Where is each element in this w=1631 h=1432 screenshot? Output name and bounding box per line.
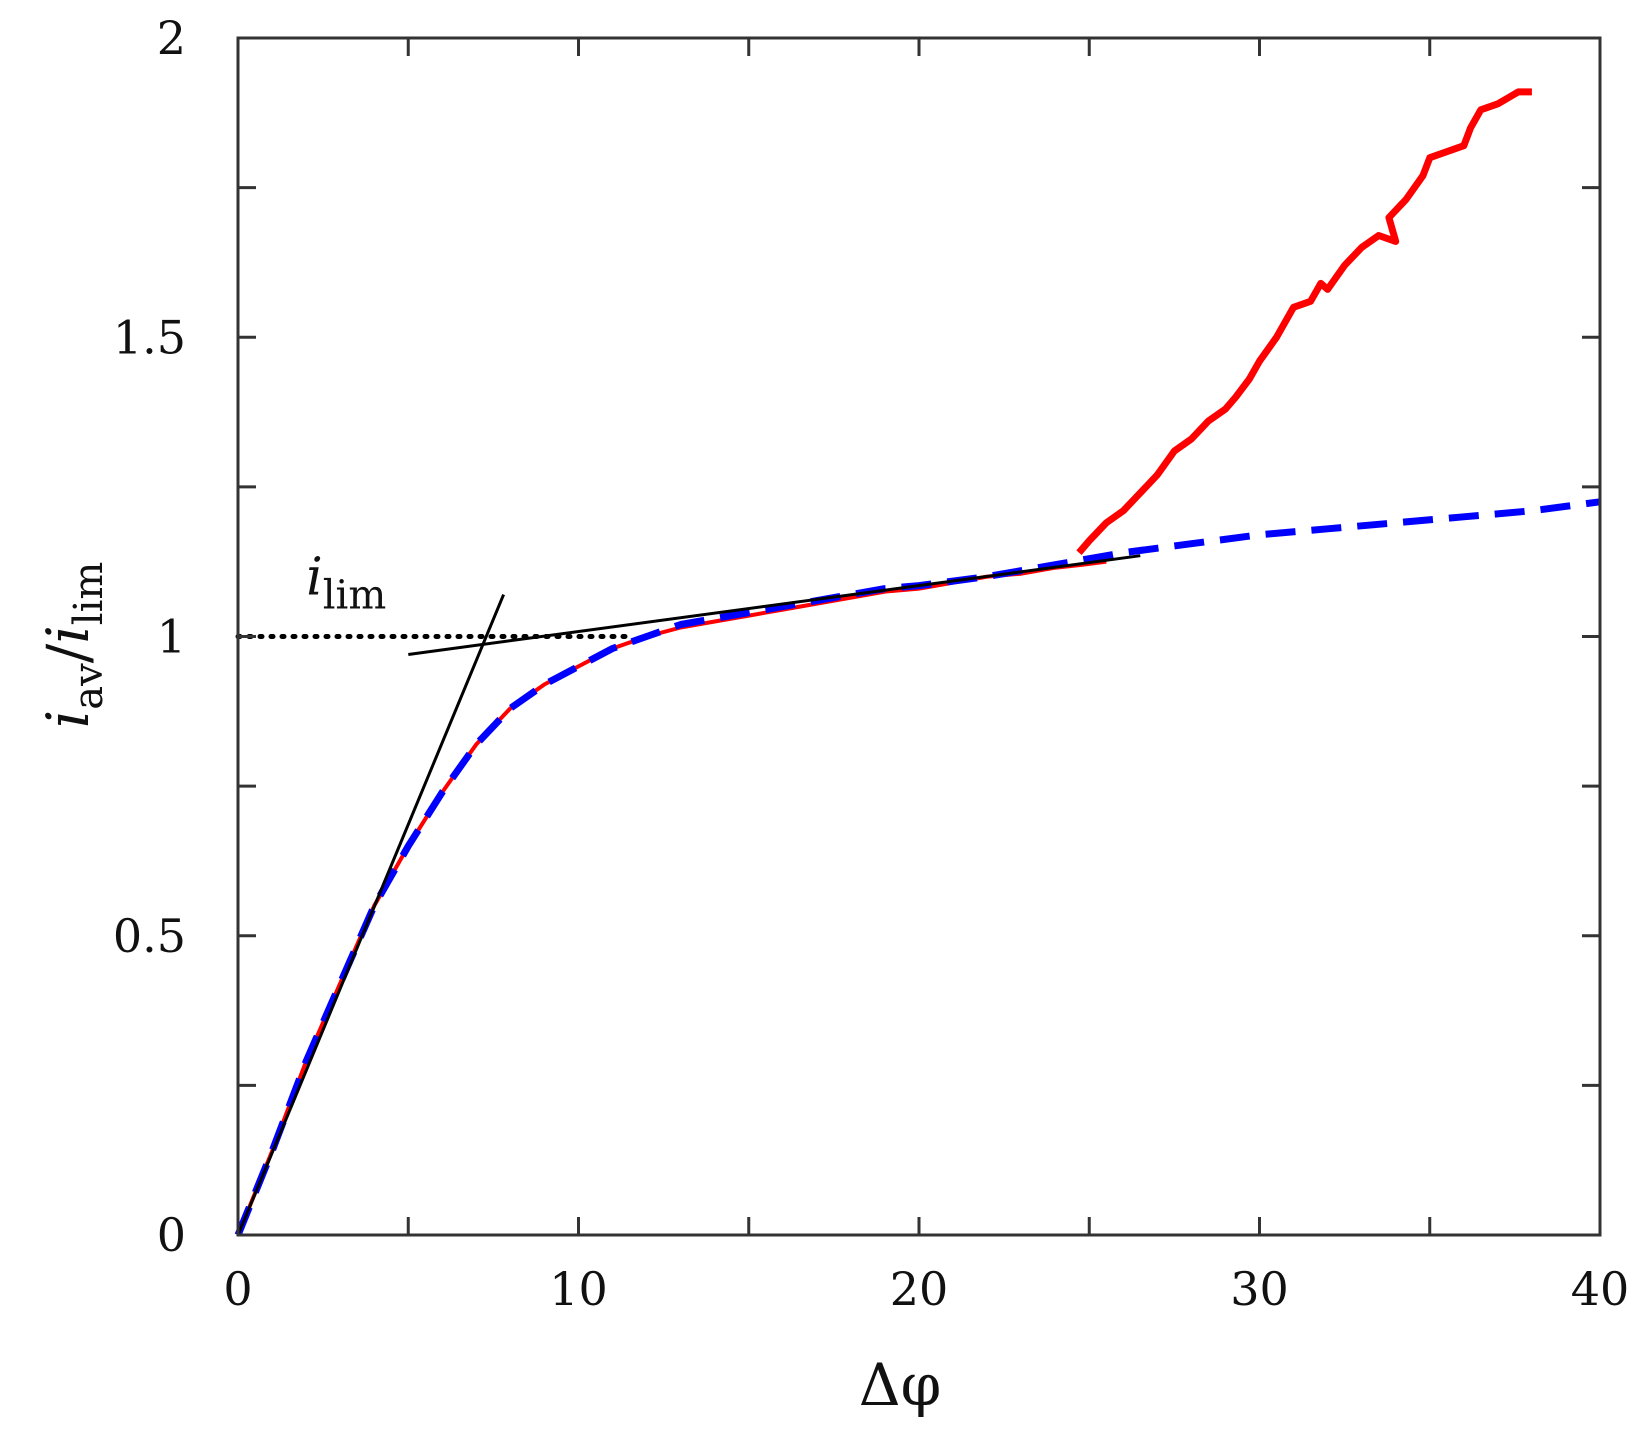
x-tick-label-4: 40: [1571, 1262, 1630, 1316]
y-label-numerator-sub: av: [66, 663, 112, 710]
y-tick-label-3: 1.5: [113, 310, 186, 364]
y-label-denominator: i: [34, 625, 102, 644]
annotation-main: i: [306, 548, 323, 608]
y-label-separator: /: [34, 643, 102, 663]
series-layer: [234, 88, 1601, 1237]
x-tick-label-2: 20: [890, 1262, 949, 1316]
annotation-sub: lim: [323, 573, 387, 619]
x-tick-label-1: 10: [549, 1262, 608, 1316]
y-tick-label-4: 2: [157, 11, 186, 65]
labels-layer: 0 10 20 30 40 0 0.5 1 1.5 2: [113, 11, 1629, 1316]
y-label-numerator: i: [34, 710, 102, 729]
x-tick-label-0: 0: [223, 1262, 252, 1316]
y-label-denominator-sub: lim: [66, 562, 112, 626]
y-tick-label-1: 0.5: [113, 909, 186, 963]
y-axis-label: iav/ilim: [34, 562, 112, 729]
series-line-3: [236, 594, 505, 1236]
axes-layer: [236, 36, 1602, 1237]
y-tick-label-2: 1: [157, 610, 186, 664]
series-line-2: [234, 498, 1601, 1237]
annotation-ilim: ilim: [306, 548, 386, 619]
svg-text:iav/ilim: iav/ilim: [34, 562, 112, 729]
series-line-1: [1076, 88, 1532, 555]
x-tick-label-3: 30: [1230, 1262, 1289, 1316]
series-line-4: [408, 554, 1141, 656]
y-tick-label-0: 0: [157, 1208, 186, 1262]
x-axis-label: Δφ: [859, 1351, 942, 1419]
